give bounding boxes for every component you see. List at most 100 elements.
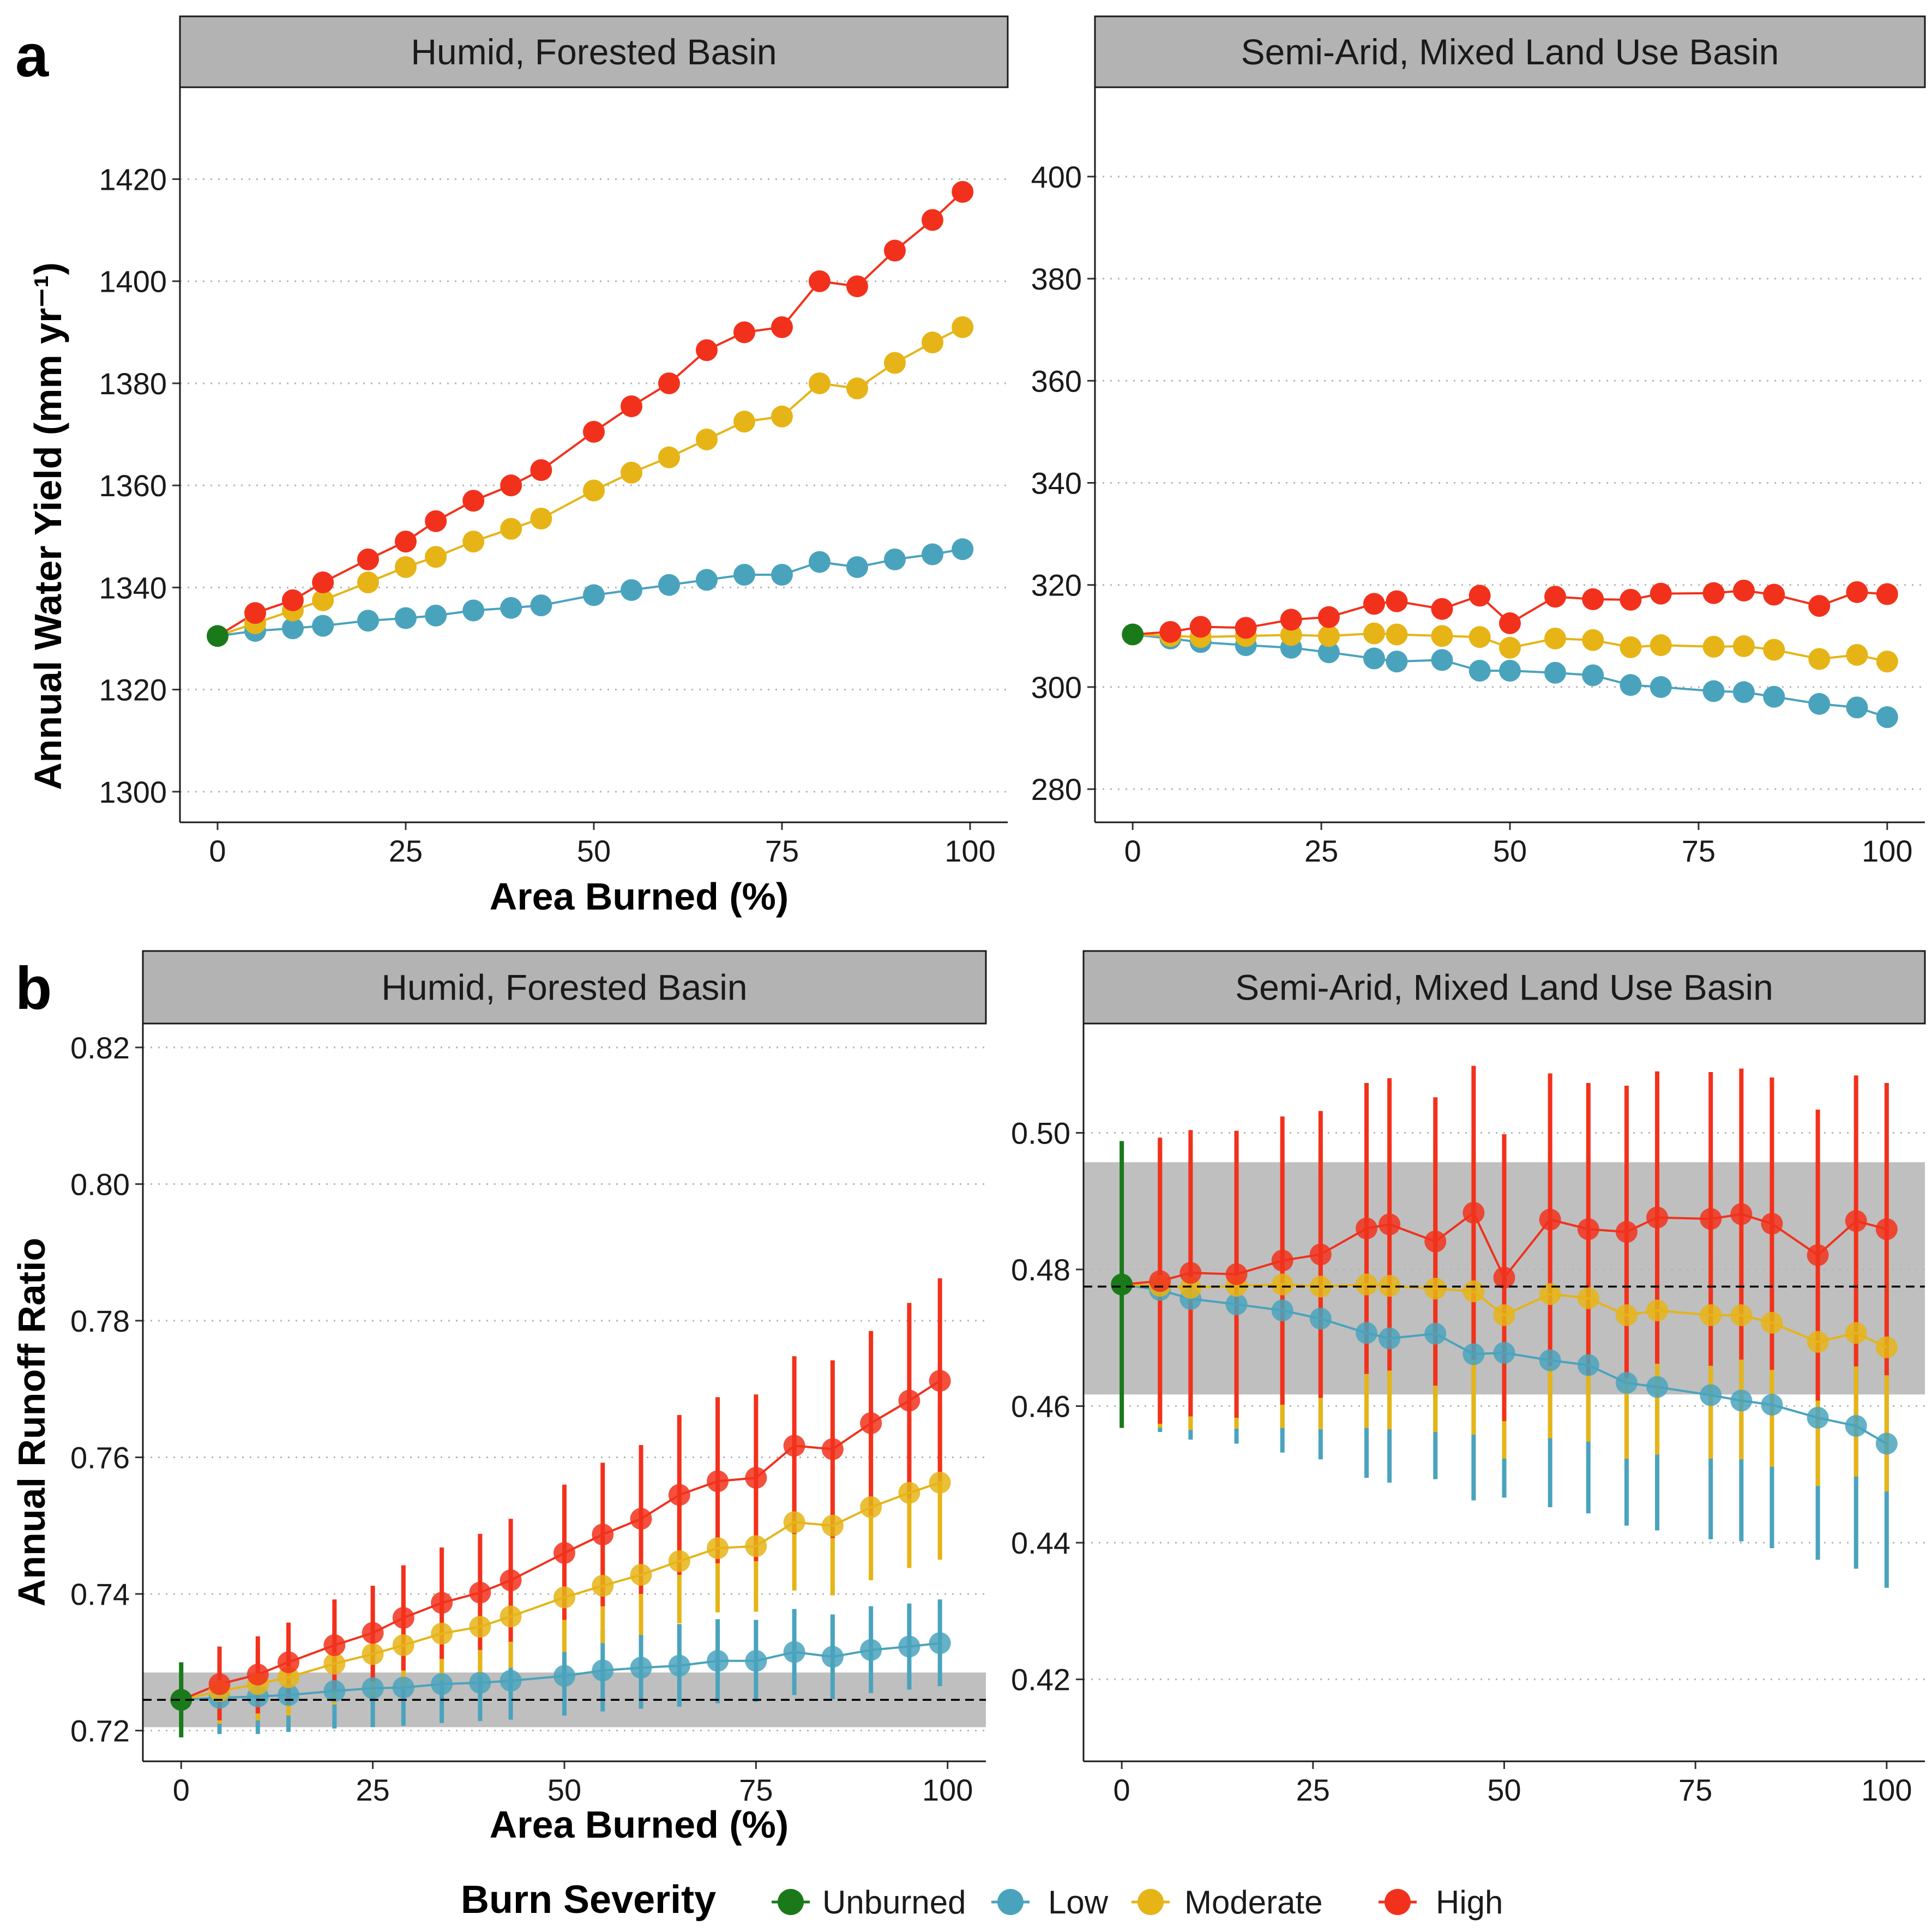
data-point-high <box>208 1673 231 1695</box>
data-point-high <box>499 1569 522 1592</box>
data-point-low <box>1386 651 1408 673</box>
data-point-high <box>1159 621 1182 643</box>
legend-key-point-low <box>997 1889 1024 1915</box>
data-point-high <box>553 1542 575 1564</box>
legend-label-high: High <box>1436 1884 1503 1921</box>
data-point-low <box>952 538 974 561</box>
data-point-low <box>1702 680 1725 702</box>
data-point-low <box>860 1639 882 1661</box>
data-point-high <box>395 531 417 553</box>
data-point-low <box>733 563 755 586</box>
data-point-moderate <box>1807 1331 1829 1353</box>
data-point-high <box>246 1663 269 1686</box>
y-tick-label: 0.44 <box>1011 1526 1070 1560</box>
data-point-moderate <box>357 571 379 594</box>
facet-strip <box>1082 950 1926 1025</box>
data-point-high <box>1379 1213 1401 1236</box>
y-tick-label: 0.78 <box>70 1304 130 1338</box>
panel-b-humid-forested: Humid, Forested Basin 0.72 0.74 0.76 0.78 0.8… <box>70 950 987 1807</box>
data-point-moderate <box>1845 1322 1867 1344</box>
data-point-high <box>500 474 522 497</box>
data-point-low <box>583 584 605 606</box>
data-point-high <box>1499 612 1521 634</box>
data-point-low <box>1876 706 1898 729</box>
data-point-low <box>282 617 304 640</box>
facet-strip <box>1094 15 1926 88</box>
data-point-low <box>1700 1384 1722 1406</box>
data-point-moderate <box>499 1605 522 1628</box>
data-point-low <box>707 1650 729 1672</box>
data-point-high <box>1363 593 1385 615</box>
data-point-unburned <box>170 1689 192 1711</box>
data-point-moderate <box>1615 1304 1638 1326</box>
y-tick-label: 380 <box>1031 262 1082 296</box>
data-point-high <box>783 1435 805 1457</box>
data-point-high <box>244 602 266 624</box>
data-point-moderate <box>425 546 447 568</box>
data-point-high <box>431 1592 453 1614</box>
data-point-moderate <box>469 1616 491 1638</box>
data-point-low <box>1807 1406 1829 1429</box>
data-point-low <box>469 1671 491 1694</box>
data-point-high <box>809 270 830 292</box>
legend-label-unburned: Unburned <box>822 1884 966 1921</box>
x-tick-label: 100 <box>1861 1773 1912 1807</box>
data-point-moderate <box>860 1496 882 1518</box>
data-point-low <box>392 1676 414 1699</box>
legend-item-low: Low <box>991 1884 1109 1921</box>
data-point-high <box>696 339 718 362</box>
data-point-low <box>312 615 334 637</box>
data-point-moderate <box>1700 1304 1722 1326</box>
data-point-low <box>630 1657 652 1679</box>
x-tick-label: 25 <box>1296 1773 1330 1807</box>
x-tick-label: 75 <box>739 1773 773 1807</box>
y-axis-title-b: Annual Runoff Ratio <box>10 1238 53 1607</box>
data-point-low <box>658 574 680 596</box>
y-tick-label: 0.48 <box>1011 1253 1070 1287</box>
y-tick-label: 1340 <box>99 570 167 605</box>
data-point-high <box>745 1467 767 1489</box>
x-axis-title-a: Area Burned (%) <box>490 875 789 918</box>
data-point-high <box>922 209 943 231</box>
data-point-low <box>362 1677 384 1699</box>
data-point-high <box>1577 1218 1599 1241</box>
data-point-moderate <box>1875 1336 1898 1358</box>
data-point-high <box>1846 581 1868 603</box>
panel-a-humid-forested: Humid, Forested Basin 1300 1320 1340 1360 138… <box>99 15 1009 868</box>
data-point-high <box>1700 1208 1722 1230</box>
data-point-high <box>1493 1267 1515 1289</box>
data-point-high <box>1808 595 1831 617</box>
legend-key-point-moderate <box>1137 1889 1164 1915</box>
data-point-high <box>392 1606 414 1629</box>
data-point-moderate <box>658 446 680 468</box>
data-point-high <box>707 1470 729 1492</box>
legend-item-unburned: Unburned <box>772 1884 966 1921</box>
data-point-low <box>530 594 552 617</box>
data-point-high <box>357 548 379 570</box>
data-point-moderate <box>1732 635 1755 658</box>
data-point-moderate <box>952 316 974 338</box>
data-point-low <box>809 551 830 573</box>
x-tick-label: 75 <box>1678 1773 1712 1807</box>
y-tick-label: 1300 <box>99 775 167 809</box>
legend-title: Burn Severity <box>461 1878 716 1922</box>
data-point-moderate <box>1317 625 1340 647</box>
data-point-moderate <box>1577 1287 1599 1309</box>
data-point-moderate <box>278 1666 300 1688</box>
data-point-high <box>929 1370 951 1392</box>
y-tick-label: 360 <box>1031 364 1082 398</box>
data-point-low <box>1763 685 1785 708</box>
data-point-high <box>621 395 642 418</box>
x-tick-label: 25 <box>356 1773 389 1807</box>
data-point-low <box>1808 693 1831 715</box>
data-point-high <box>860 1412 882 1434</box>
y-tick-label: 0.50 <box>1011 1116 1070 1150</box>
data-point-low <box>1309 1308 1332 1330</box>
data-point-low <box>1577 1354 1599 1376</box>
data-point-high <box>1732 580 1755 602</box>
data-point-moderate <box>1179 1277 1202 1299</box>
y-tick-label: 0.76 <box>70 1441 130 1475</box>
data-point-high <box>1730 1203 1753 1225</box>
data-point-high <box>462 490 485 512</box>
y-tick-label: 1400 <box>99 264 167 299</box>
